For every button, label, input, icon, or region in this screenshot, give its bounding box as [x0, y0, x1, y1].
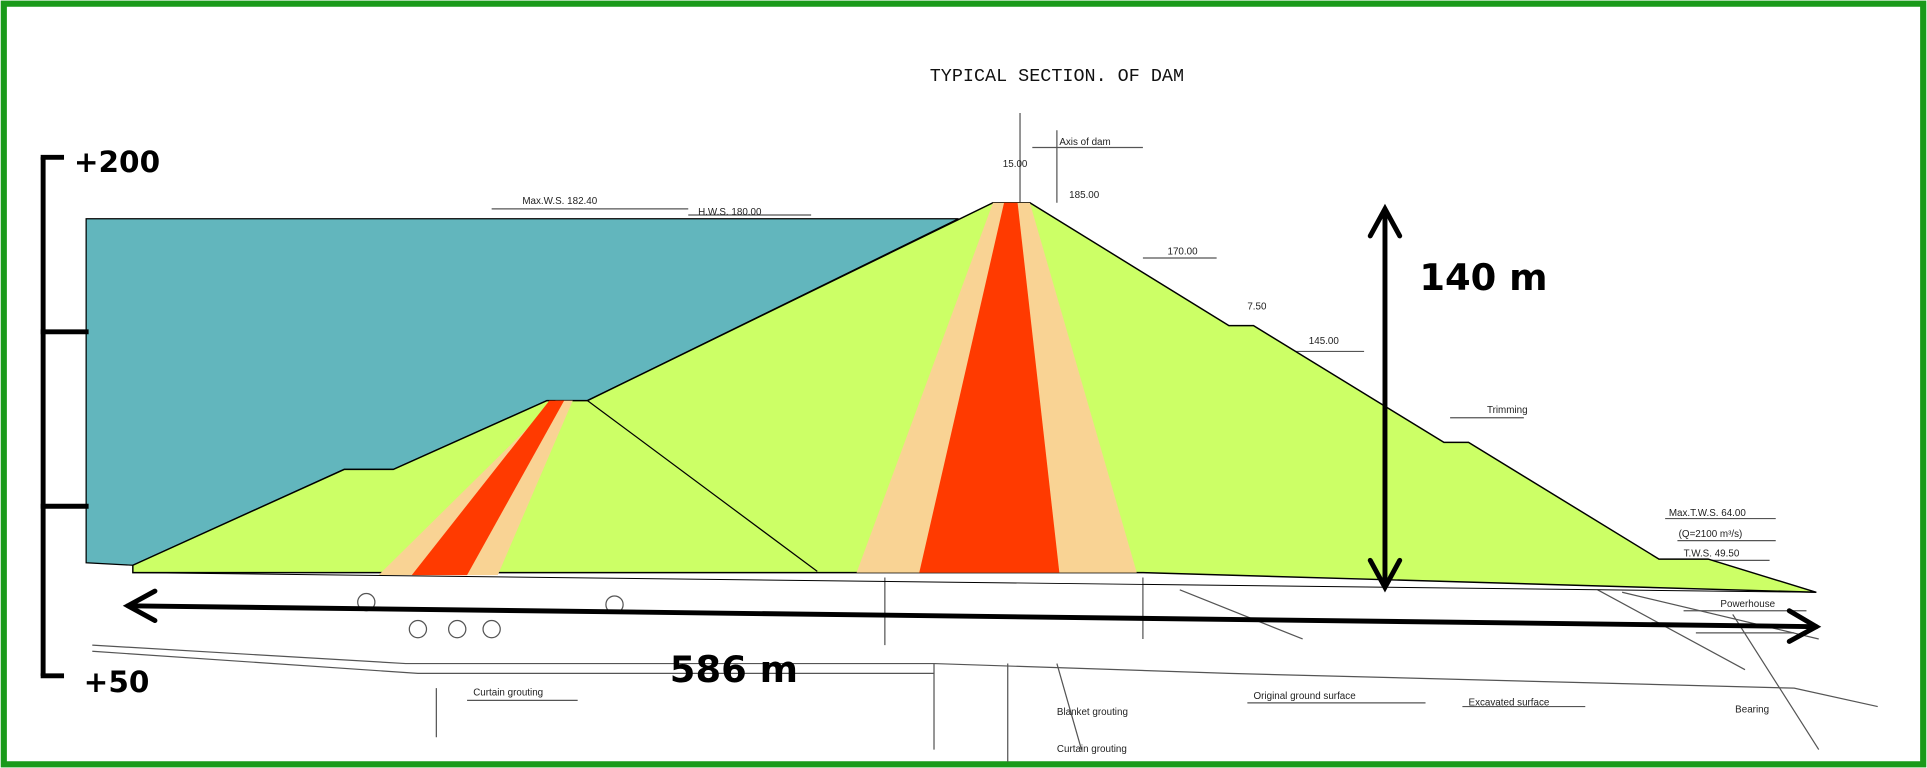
- background-drawing: [92, 113, 1878, 762]
- drawing-title: TYPICAL SECTION. OF DAM: [930, 66, 1184, 87]
- annotation: Curtain grouting: [473, 688, 543, 699]
- annotation: 7.50: [1247, 302, 1267, 313]
- annotation: T.W.S. 49.50: [1684, 549, 1740, 560]
- length-label: 586 m: [670, 648, 798, 691]
- annotation: Original ground surface: [1253, 691, 1356, 702]
- annotation: Excavated surface: [1469, 697, 1550, 708]
- height-arrow: [1367, 203, 1403, 593]
- annotation: Bearing: [1735, 705, 1769, 716]
- elevation-scale: [40, 154, 89, 679]
- annotation: Axis of dam: [1059, 137, 1110, 148]
- annotation: Trimming: [1487, 405, 1528, 416]
- annotation: Max.T.W.S. 64.00: [1669, 508, 1747, 519]
- scale-top-label: +200: [74, 145, 160, 179]
- annotation: Max.W.S. 182.40: [522, 196, 597, 207]
- height-label: 140 m: [1419, 256, 1547, 299]
- annotation: H.W.S. 180.00: [698, 207, 762, 218]
- annotation: 15.00: [1003, 159, 1028, 170]
- annotation: Powerhouse: [1720, 599, 1775, 610]
- annotation: 170.00: [1167, 246, 1198, 257]
- zone-line: [587, 400, 818, 572]
- annotation: Blanket grouting: [1057, 707, 1128, 718]
- annotation: Curtain grouting: [1057, 744, 1127, 755]
- length-arrow: [122, 588, 1822, 644]
- foundation-line: [132, 572, 1817, 593]
- annotation: (Q=2100 m³/s): [1679, 529, 1743, 540]
- cofferdam-core: [411, 400, 565, 576]
- annotation: 185.00: [1069, 190, 1100, 201]
- scale-bottom-label: +50: [84, 665, 150, 699]
- annotation: 145.00: [1309, 336, 1340, 347]
- main-core: [919, 202, 1060, 573]
